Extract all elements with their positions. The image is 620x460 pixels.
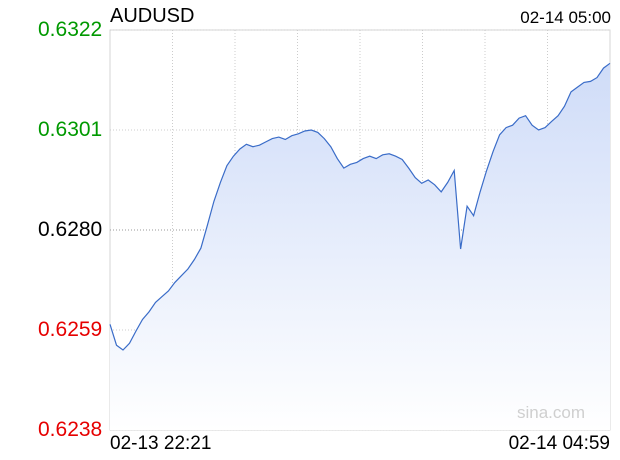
y-tick-label: 0.6238 — [38, 418, 103, 441]
x-axis-end-label: 02-14 04:59 — [508, 433, 610, 454]
y-tick-label: 0.6259 — [38, 318, 103, 341]
price-line — [109, 62, 611, 351]
x-axis-start-label: 02-13 22:21 — [110, 433, 212, 454]
timestamp: 02-14 05:00 — [520, 8, 611, 27]
watermark: sina.com — [517, 403, 585, 422]
price-area — [110, 63, 610, 431]
y-tick-label: 0.6280 — [38, 218, 103, 241]
symbol-title: AUDUSD — [110, 5, 195, 27]
y-tick-label: 0.6301 — [38, 118, 103, 141]
y-tick-label: 0.6322 — [38, 18, 103, 41]
